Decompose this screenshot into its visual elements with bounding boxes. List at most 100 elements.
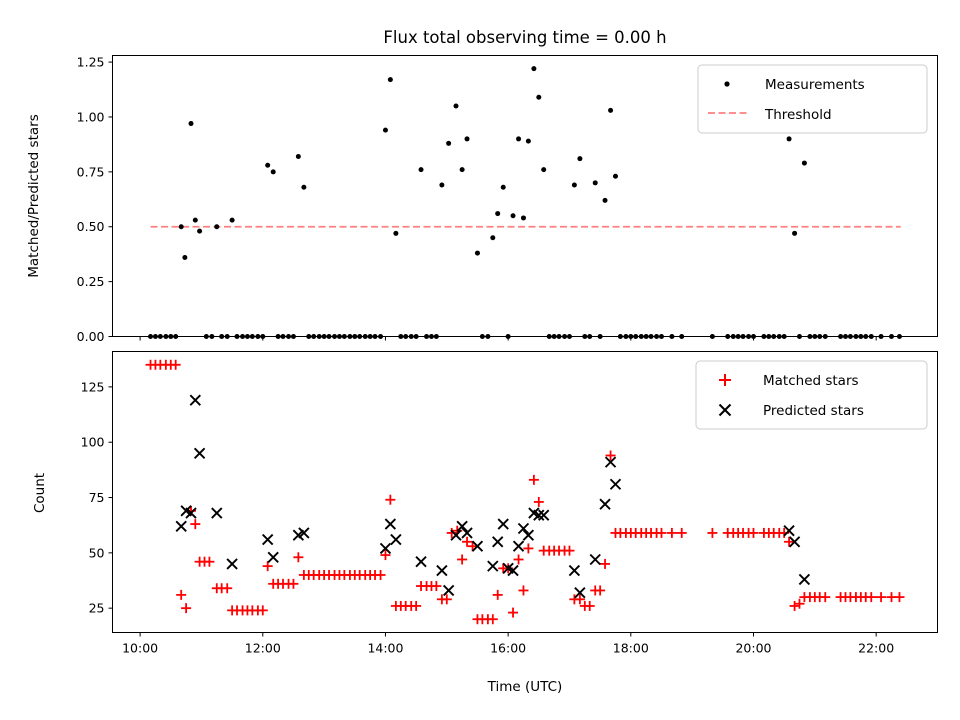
matched-star-point (564, 545, 575, 556)
measurement-point (197, 228, 203, 234)
predicted-star-point (604, 456, 617, 468)
matched-star-point (656, 527, 667, 538)
matched-star-point (462, 536, 473, 547)
predicted-star-point (783, 525, 795, 537)
matched-star-point (492, 589, 503, 600)
predicted-star-point (267, 551, 279, 563)
measurement-point (418, 167, 424, 173)
matched-star-point (574, 594, 585, 605)
measurement-point (459, 167, 465, 173)
predicted-star-point (599, 498, 611, 510)
measurement-point (520, 215, 526, 221)
matched-star-point (222, 583, 233, 594)
legend-label-matched: Matched stars (763, 373, 859, 389)
measurement-point (192, 217, 198, 223)
measurement-point (500, 184, 506, 190)
matched-star-point (595, 585, 606, 596)
matched-star-point (170, 359, 181, 370)
predicted-star-point (185, 507, 197, 519)
matched-star-point (894, 592, 905, 603)
measurement-point (608, 107, 614, 113)
predicted-star-point (390, 533, 402, 546)
top-axes-frame (112, 55, 938, 337)
legend-measurement-marker (724, 81, 730, 87)
measurement-point (393, 230, 399, 236)
measurement-point (577, 156, 583, 162)
predicted-star-point (450, 529, 462, 541)
predicted-star-point (471, 540, 484, 552)
top-x-ticks (139, 336, 877, 341)
measurement-point (188, 121, 194, 127)
matched-star-point (441, 594, 452, 605)
measurement-point (387, 77, 393, 83)
predicted-star-point (487, 560, 499, 572)
predicted-star-point (492, 536, 504, 548)
matched-star-point (820, 592, 831, 603)
y-tick-label: 25 (89, 601, 105, 616)
predicted-star-point (568, 564, 581, 577)
measurement-point (571, 182, 577, 188)
top-y-ticks: 0.00 0.25 0.50 0.75 1.00 1.25 (77, 55, 113, 344)
matched-star-point (866, 592, 877, 603)
y-tick-label: 125 (81, 379, 105, 394)
predicted-star-point (497, 518, 509, 530)
predicted-star-point (415, 556, 427, 568)
measurement-point (531, 66, 537, 72)
measurement-point (786, 136, 792, 142)
predicted-star-point (189, 394, 201, 406)
bottom-axes-frame (112, 351, 938, 633)
measurement-point (453, 103, 459, 109)
matched-star-point (262, 561, 273, 572)
x-tick-label: 20:00 (735, 641, 771, 656)
x-tick-label: 16:00 (490, 641, 526, 656)
matched-star-point (518, 585, 529, 596)
legend-label-threshold: Threshold (764, 107, 832, 123)
matched-star-point (876, 592, 887, 603)
predicted-star-point (798, 573, 811, 586)
matched-star-point (523, 543, 534, 554)
measurement-point (510, 213, 516, 219)
matched-star-point (293, 552, 304, 563)
matched-star-point (794, 598, 805, 609)
measurement-point (178, 224, 184, 230)
matched-star-point (431, 581, 442, 592)
legend-label-measurements: Measurements (765, 77, 865, 93)
predicted-star-point (384, 518, 397, 530)
predicted-star-point (461, 527, 473, 539)
measurement-point (382, 127, 388, 133)
x-tick-label: 12:00 (245, 641, 281, 656)
predicted-star-point (512, 540, 525, 552)
bottom-plot-area: 25 50 75 100 125 10:00 12:00 14:00 16:00 18:00 20… (32, 351, 938, 695)
measurement-point (301, 184, 307, 190)
legend-matched-marker (719, 374, 731, 386)
measurement-point (516, 136, 522, 142)
matched-star-point (204, 556, 215, 567)
y-tick-label: 100 (81, 435, 105, 450)
matched-star-point (784, 536, 795, 547)
measurement-point (792, 230, 798, 236)
y-tick-label: 0.75 (77, 164, 105, 179)
y-tick-label: 1.00 (77, 109, 105, 124)
matched-star-point (600, 558, 611, 569)
y-tick-label: 1.25 (77, 55, 105, 70)
bottom-y-ticks: 25 50 75 100 125 (81, 379, 113, 616)
predicted-star-point (788, 536, 801, 548)
bottom-marks (145, 359, 905, 625)
measurement-point (446, 140, 452, 146)
matched-star-point (467, 541, 478, 552)
matched-star-point (707, 527, 718, 538)
top-y-axis-label: Matched/Predicted stars (26, 114, 42, 277)
predicted-star-point (226, 558, 238, 570)
top-legend-box (697, 64, 928, 134)
predicted-star-point (574, 587, 586, 599)
bottom-y-axis-label: Count (32, 473, 48, 513)
matched-star-point (190, 519, 201, 530)
matched-star-point (176, 589, 187, 600)
matched-star-point (457, 554, 468, 565)
y-tick-label: 0.25 (77, 274, 105, 289)
matched-star-point (513, 554, 524, 565)
legend-label-predicted: Predicted stars (763, 403, 864, 419)
bottom-legend: Matched stars Predicted stars (695, 360, 928, 430)
bottom-x-ticks: 10:00 12:00 14:00 16:00 18:00 20:00 22:00 (122, 632, 894, 656)
